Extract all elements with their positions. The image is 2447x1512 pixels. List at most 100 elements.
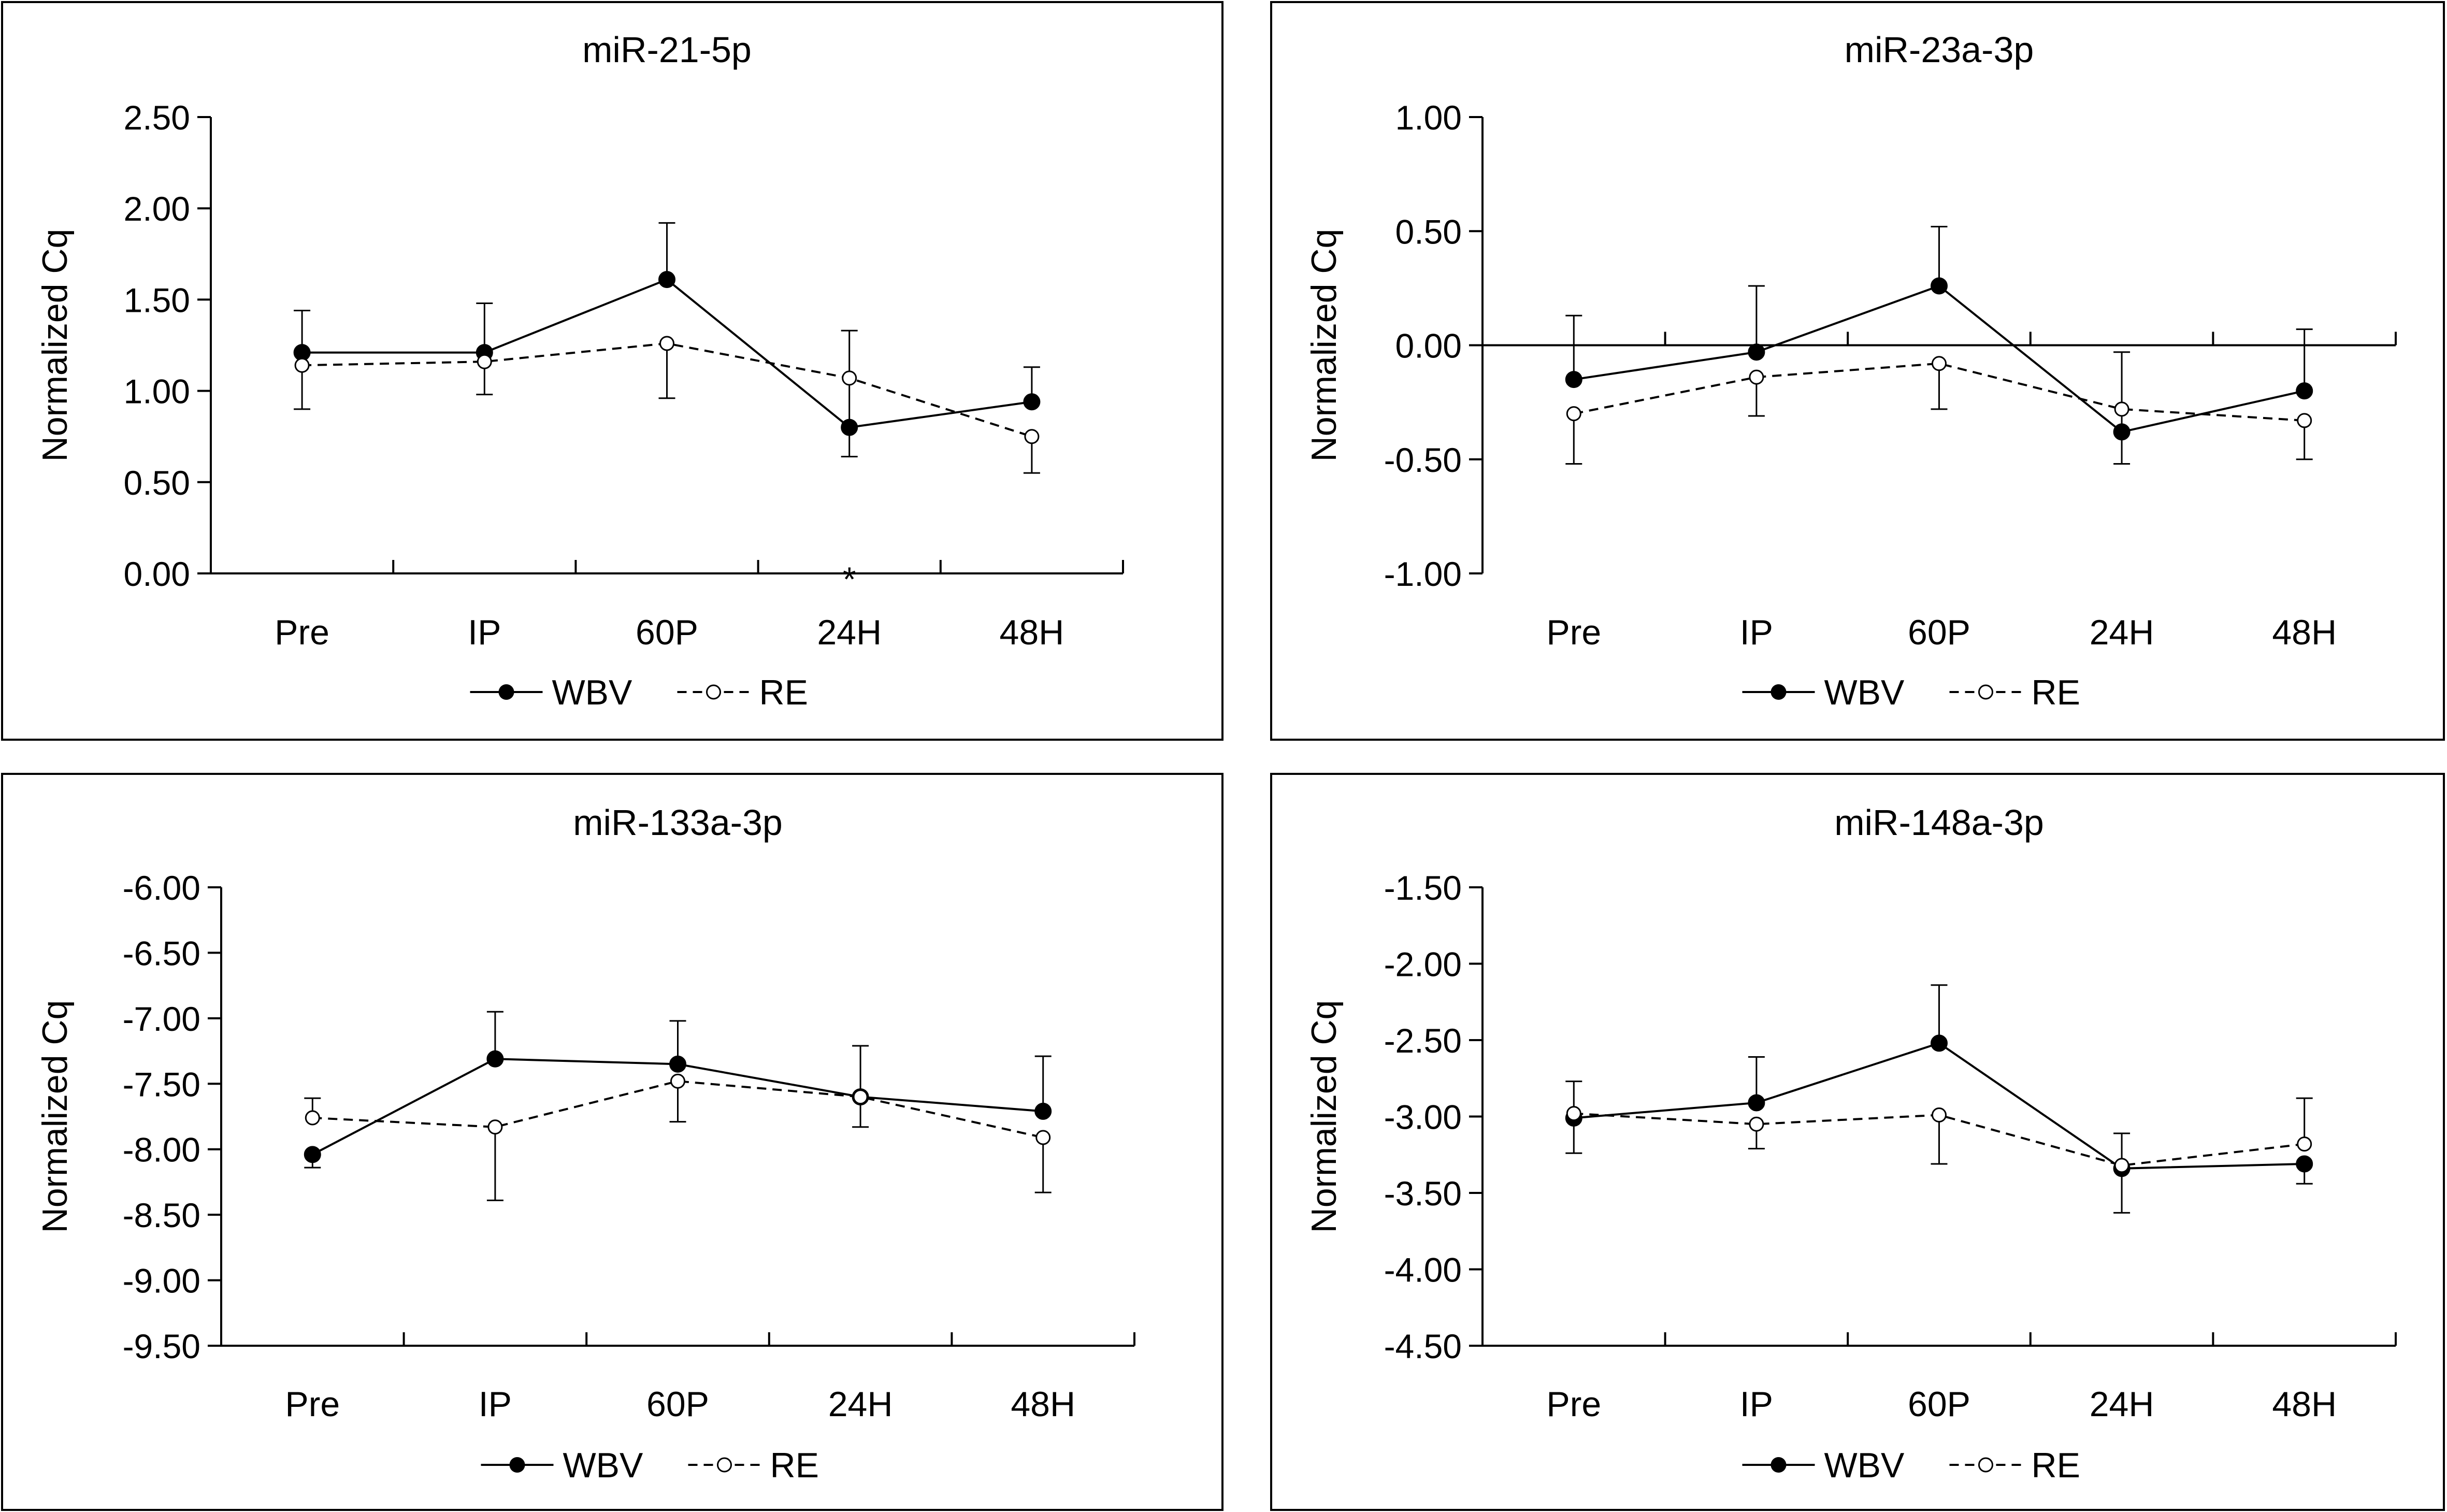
data-point [1932,1107,1947,1123]
legend-label-wbv: WBV [1824,673,1905,712]
y-tick-label: 2.50 [124,98,190,137]
legend-marker-re [1978,684,1993,700]
data-point [487,1119,503,1135]
data-point [1749,1116,1764,1132]
data-point [477,354,492,369]
x-tick-label: 60P [636,613,698,652]
data-point [670,1073,685,1089]
x-tick-label: 48H [2272,613,2337,652]
y-tick-label: -8.50 [123,1196,200,1234]
panel-border [1270,1,2445,741]
x-tick-label: Pre [1546,1385,1601,1424]
x-tick-label: 24H [828,1385,893,1424]
y-tick-label: -3.50 [1384,1174,1462,1213]
y-axis-title: Normalized Cq [1304,229,1344,462]
y-tick-label: -3.00 [1384,1098,1462,1136]
data-point [1748,343,1765,361]
y-tick-label: -1.00 [1384,555,1462,593]
y-tick-label: 1.50 [124,281,190,319]
data-point [1566,1106,1581,1121]
legend-marker-re [717,1457,732,1473]
data-point [1932,356,1947,371]
y-tick-label: -8.00 [123,1131,200,1169]
y-tick-label: -2.50 [1384,1021,1462,1060]
data-point [2296,1155,2313,1173]
x-tick-label: IP [1740,613,1773,652]
y-tick-label: 0.00 [1395,327,1462,365]
y-tick-label: 2.00 [124,190,190,228]
data-point [841,419,858,436]
chart-panel-2: miR-23a-3p -1.00 -0.50 0.00 0.50 1.00 Pre IP 60P… [1270,1,2445,741]
y-tick-label: 1.00 [124,372,190,411]
data-point [659,336,674,351]
chart-panel-3: miR-133a-3p -9.50 -9.00 -8.50 -8.00 -7.50 -7.0… [1,773,1224,1511]
legend-marker-wbv [498,684,514,700]
data-point [842,370,857,386]
data-point [304,1146,321,1163]
series-wbv [1565,225,2313,465]
data-point [669,1055,686,1073]
data-point [658,271,675,289]
significance-marker: * [843,560,856,598]
legend-marker-wbv [509,1457,525,1473]
legend-label-re: RE [759,673,808,712]
data-point [1035,1130,1051,1145]
x-tick-label: Pre [1546,613,1601,652]
y-tick-label: -6.50 [123,934,200,972]
x-tick-label: IP [1740,1385,1773,1424]
legend-label-wbv: WBV [1824,1446,1905,1485]
x-tick-label: 60P [1908,1385,1970,1424]
data-point [2297,413,2312,428]
x-tick-label: 24H [817,613,882,652]
x-tick-label: 24H [2090,1385,2154,1424]
panel-border [1,773,1224,1511]
x-tick-label: 60P [1908,613,1970,652]
y-tick-label: -9.50 [123,1327,200,1365]
y-tick-label: 0.50 [1395,212,1462,251]
legend-marker-re [1978,1457,1993,1473]
x-tick-label: IP [479,1385,512,1424]
series-re [1565,356,2313,465]
panel-border [1,1,1224,741]
y-tick-label: -1.50 [1384,869,1462,907]
legend: WBV RE [481,1446,819,1485]
x-tick-label: Pre [285,1385,340,1424]
y-tick-label: -7.00 [123,1000,200,1038]
data-point [2297,1136,2312,1152]
chart-title: miR-148a-3p [1834,802,2044,843]
y-tick-label: -2.00 [1384,945,1462,984]
y-axis-title: Normalized Cq [35,229,75,462]
data-point [1034,1102,1052,1120]
y-tick-label: 0.50 [124,464,190,502]
legend-label-re: RE [770,1446,819,1485]
data-point [1565,371,1582,388]
y-tick-label: -4.00 [1384,1251,1462,1289]
legend-marker-re [706,684,721,700]
legend: WBV RE [470,673,808,712]
legend: WBV RE [1742,1446,2080,1485]
data-point [2114,401,2129,417]
data-point [2114,1158,2129,1173]
y-axis-title: Normalized Cq [35,1000,75,1233]
series-re [294,336,1040,474]
legend-label-re: RE [2032,1446,2080,1485]
y-tick-label: -9.00 [123,1262,200,1300]
x-tick-label: 24H [2090,613,2154,652]
data-point [1566,406,1581,422]
legend-label-wbv: WBV [552,673,633,712]
chart-title: miR-21-5p [582,30,752,70]
y-tick-label: -6.00 [123,869,200,907]
panel-border [1270,773,2445,1511]
data-point [294,357,310,373]
x-tick-label: 60P [646,1385,709,1424]
x-tick-label: IP [468,613,501,652]
data-point [1749,369,1764,385]
y-tick-label: 0.00 [124,555,190,593]
x-tick-label: Pre [275,613,329,652]
legend: WBV RE [1742,673,2080,712]
x-tick-label: 48H [2272,1385,2337,1424]
data-point [1931,277,1948,295]
y-tick-label: -7.50 [123,1065,200,1103]
chart-panel-1: miR-21-5p 0.00 0.50 1.00 1.50 2.00 2.50 Pre IP 60… [1,1,1224,741]
